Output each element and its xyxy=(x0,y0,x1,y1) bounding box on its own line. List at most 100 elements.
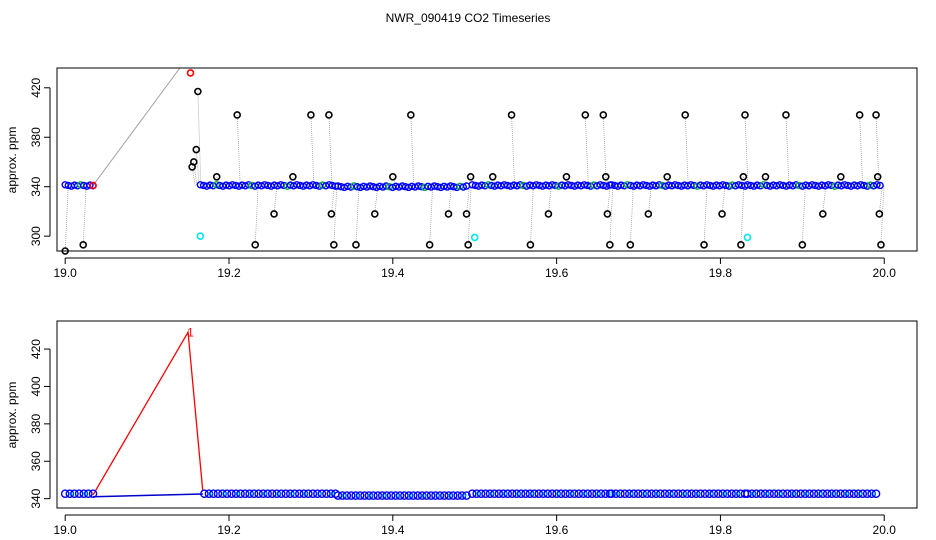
data-point xyxy=(534,489,544,499)
data-point xyxy=(382,182,390,190)
spike-connector xyxy=(273,185,278,214)
x-tick-label: 19.8 xyxy=(709,523,733,537)
data-point xyxy=(503,489,513,499)
data-point xyxy=(485,489,495,499)
data-point xyxy=(552,489,561,499)
data-point xyxy=(209,489,218,499)
spike-point xyxy=(599,111,608,119)
data-point xyxy=(620,489,630,499)
data-point xyxy=(696,489,705,499)
data-point xyxy=(774,489,783,499)
spike-connector xyxy=(448,185,452,214)
spike-point xyxy=(192,145,201,154)
spike-connector xyxy=(877,176,882,186)
data-point xyxy=(642,489,652,499)
data-point xyxy=(747,489,757,499)
spike-point xyxy=(681,111,690,119)
data-point xyxy=(448,491,458,500)
data-point xyxy=(364,491,374,500)
spike-connector xyxy=(859,114,864,186)
data-point xyxy=(827,489,837,499)
y-tick-label: 360 xyxy=(29,451,43,471)
data-point xyxy=(682,489,692,499)
data-point xyxy=(638,489,647,499)
data-point xyxy=(792,181,800,189)
spike-connector xyxy=(684,114,689,186)
spike-connector xyxy=(765,176,769,186)
data-point xyxy=(322,489,331,499)
spike-connector xyxy=(82,185,87,245)
data-point xyxy=(818,489,828,499)
data-point xyxy=(342,491,352,500)
data-point xyxy=(849,489,859,499)
data-point xyxy=(743,489,752,499)
data-point xyxy=(871,489,881,499)
data-point xyxy=(578,489,588,499)
spike-connector xyxy=(801,185,806,245)
data-point xyxy=(431,491,440,500)
data-point xyxy=(583,489,592,499)
spike-point xyxy=(327,210,336,218)
data-point xyxy=(457,491,467,500)
data-point xyxy=(196,181,205,189)
data-point xyxy=(587,489,597,499)
peak-annotation: 1 xyxy=(187,325,194,339)
spike-connector xyxy=(785,114,790,186)
y-tick-label: 420 xyxy=(29,339,43,359)
data-point xyxy=(512,489,521,499)
spike-point xyxy=(325,111,333,119)
data-point xyxy=(309,181,317,189)
data-point xyxy=(800,489,810,499)
data-point xyxy=(222,489,232,499)
spike-connector xyxy=(216,176,221,186)
spike-connector xyxy=(721,185,726,214)
spike-connector xyxy=(236,114,241,186)
data-point xyxy=(373,491,383,500)
top-panel-axes: 19.0 19.2 19.4 19.6 19.8 20.0 300 340 380 420 xyxy=(29,77,896,280)
data-point xyxy=(435,491,445,500)
data-point xyxy=(507,489,517,499)
spike-connector xyxy=(840,176,845,186)
spike-connector xyxy=(666,176,671,186)
spike-connector xyxy=(647,185,652,214)
highlight-point xyxy=(743,233,752,242)
data-point xyxy=(281,489,291,499)
highlight-point xyxy=(196,232,205,240)
top-panel-marks xyxy=(61,67,885,255)
x-tick-label: 19.2 xyxy=(217,266,241,280)
data-point xyxy=(722,489,732,499)
data-point xyxy=(616,489,625,499)
spike-point xyxy=(741,111,749,119)
spike-connector xyxy=(530,185,534,245)
data-point xyxy=(386,491,396,500)
data-point xyxy=(277,181,285,189)
data-point xyxy=(633,489,643,499)
spike-point xyxy=(737,241,745,249)
data-point xyxy=(267,489,277,499)
data-point xyxy=(805,489,814,499)
data-point xyxy=(709,489,719,499)
spike-connector xyxy=(292,176,297,186)
x-tick-label: 19.2 xyxy=(217,523,241,537)
spike-point xyxy=(370,210,379,218)
y-tick-label: 420 xyxy=(29,77,43,97)
spike-point xyxy=(270,210,278,218)
spike-point xyxy=(626,241,635,249)
spike-connector xyxy=(878,185,883,214)
data-point xyxy=(808,181,816,189)
data-point xyxy=(752,489,761,499)
data-point xyxy=(395,491,405,500)
bottom-panel-marks: 1 xyxy=(60,325,881,500)
data-point xyxy=(60,489,70,499)
x-tick-label: 19.6 xyxy=(545,523,569,537)
spike-point xyxy=(581,111,590,119)
y-tick-label: 380 xyxy=(29,127,43,147)
spike-point xyxy=(464,241,472,249)
spike-point xyxy=(739,173,748,181)
x-tick-label: 19.0 xyxy=(54,266,78,280)
flagged-point xyxy=(89,181,97,190)
spike-connector xyxy=(328,114,333,186)
data-point xyxy=(727,489,736,499)
data-point xyxy=(313,489,322,499)
data-point xyxy=(334,182,342,190)
